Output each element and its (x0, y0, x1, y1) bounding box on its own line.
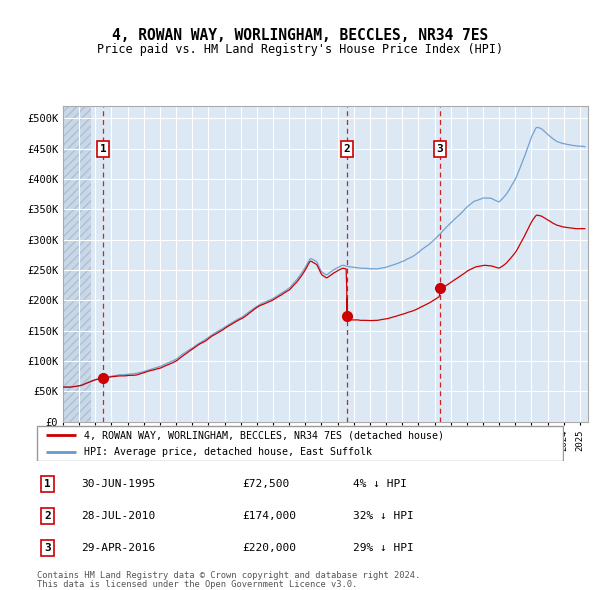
Text: 28-JUL-2010: 28-JUL-2010 (81, 512, 155, 521)
FancyBboxPatch shape (37, 425, 563, 461)
Text: 29% ↓ HPI: 29% ↓ HPI (353, 543, 413, 553)
Bar (63, 106, 91, 422)
Text: 2: 2 (44, 512, 51, 521)
Text: 4% ↓ HPI: 4% ↓ HPI (353, 479, 407, 489)
Text: Price paid vs. HM Land Registry's House Price Index (HPI): Price paid vs. HM Land Registry's House … (97, 43, 503, 56)
Text: 1: 1 (100, 144, 107, 154)
Text: 2: 2 (343, 144, 350, 154)
Text: 29-APR-2016: 29-APR-2016 (81, 543, 155, 553)
Text: 30-JUN-1995: 30-JUN-1995 (81, 479, 155, 489)
Text: 1: 1 (44, 479, 51, 489)
Text: HPI: Average price, detached house, East Suffolk: HPI: Average price, detached house, East… (83, 447, 371, 457)
Text: 4, ROWAN WAY, WORLINGHAM, BECCLES, NR34 7ES (detached house): 4, ROWAN WAY, WORLINGHAM, BECCLES, NR34 … (83, 430, 443, 440)
Text: £220,000: £220,000 (242, 543, 296, 553)
Text: 3: 3 (436, 144, 443, 154)
Text: £72,500: £72,500 (242, 479, 289, 489)
Text: 3: 3 (44, 543, 51, 553)
Text: This data is licensed under the Open Government Licence v3.0.: This data is licensed under the Open Gov… (37, 579, 358, 589)
Text: £174,000: £174,000 (242, 512, 296, 521)
Text: 4, ROWAN WAY, WORLINGHAM, BECCLES, NR34 7ES: 4, ROWAN WAY, WORLINGHAM, BECCLES, NR34 … (112, 28, 488, 43)
Text: Contains HM Land Registry data © Crown copyright and database right 2024.: Contains HM Land Registry data © Crown c… (37, 571, 421, 581)
Text: 32% ↓ HPI: 32% ↓ HPI (353, 512, 413, 521)
